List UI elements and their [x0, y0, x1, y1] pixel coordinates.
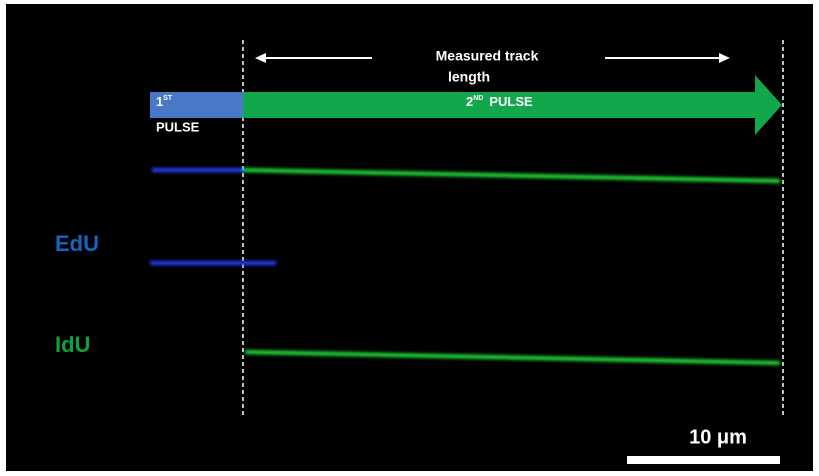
first-pulse-label: PULSE: [156, 119, 200, 134]
measured-label: length: [448, 69, 490, 85]
scale-bar: [627, 456, 780, 464]
figure: Measured track length 1ST PULSE 2ND PULSE…: [0, 0, 819, 476]
pulse-word: PULSE: [489, 94, 533, 109]
micrograph-background: [6, 4, 813, 471]
measured-label: Measured track: [436, 48, 539, 64]
scale-bar-label: 10 μm: [689, 426, 747, 448]
pulse-superscript: ST: [163, 95, 173, 102]
pulse-number: 2: [466, 94, 473, 109]
pulse-superscript: ND: [473, 95, 483, 102]
pulse-number: 1: [156, 94, 163, 109]
edu-label: EdU: [55, 231, 99, 256]
idu-label: IdU: [55, 332, 90, 357]
